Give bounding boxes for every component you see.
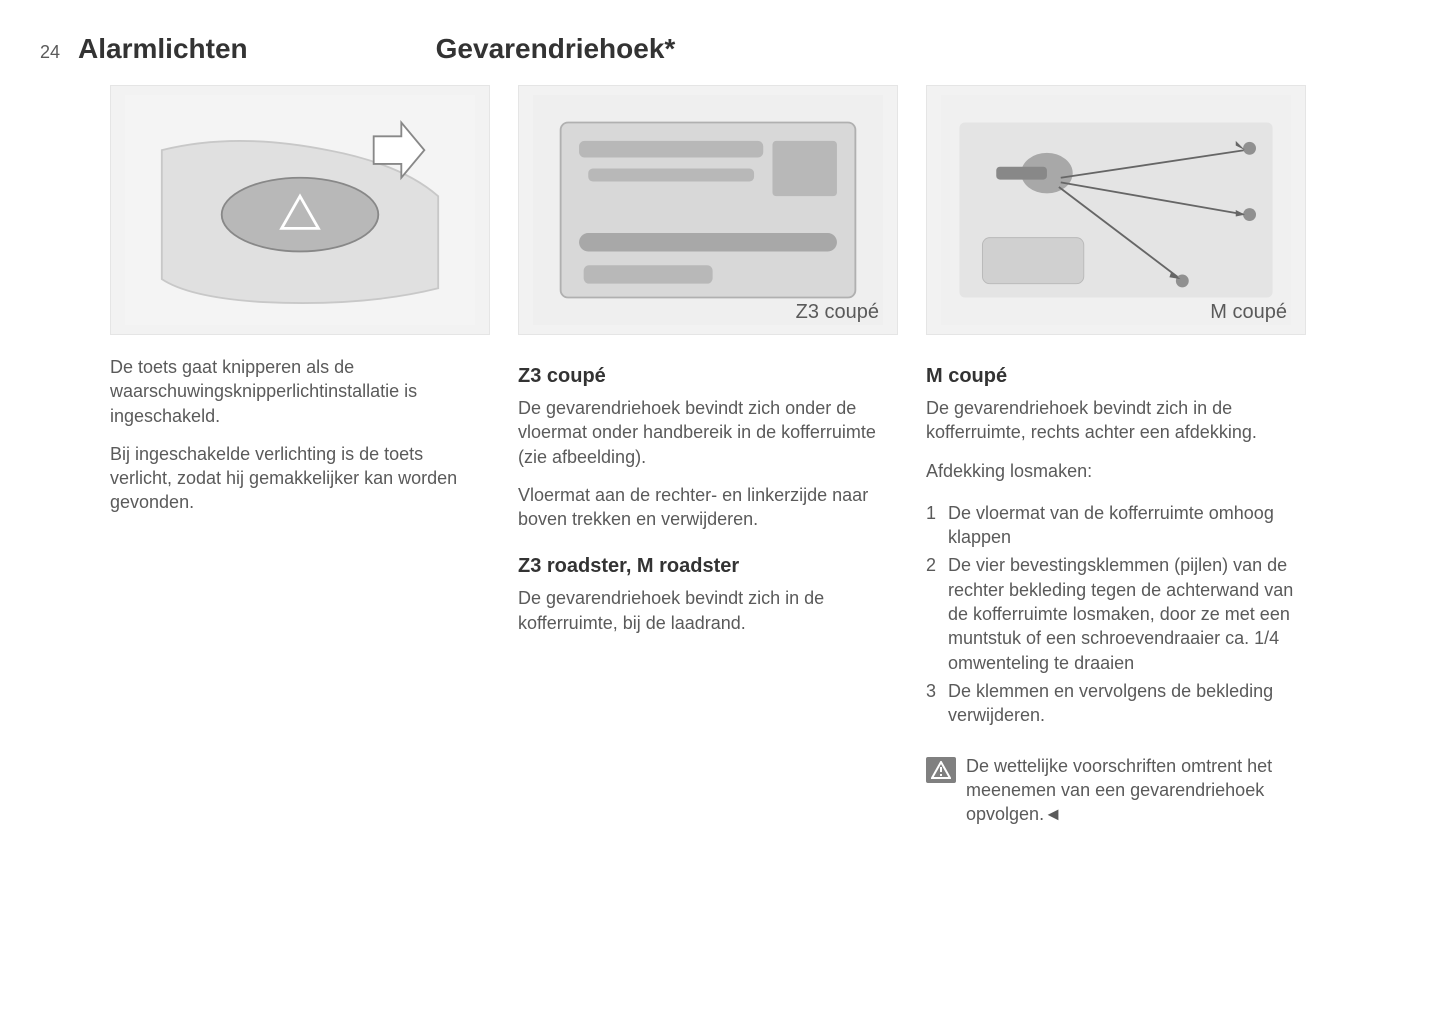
para-z3-roadster: De gevarendriehoek bevindt zich in de ko… (518, 586, 898, 635)
list-item: 1 De vloermat van de kofferruimte omhoog… (926, 501, 1306, 550)
manual-page: 24 Alarmlichten Gevarendriehoek* De toet… (0, 0, 1445, 1026)
column-2: Z3 coupé Z3 coupé De gevarendriehoek bev… (518, 85, 898, 826)
warning-triangle-icon (926, 757, 956, 783)
list-text-2: De vier bevestingsklemmen (pijlen) van d… (948, 553, 1306, 674)
warning-text: De wettelijke voorschriften omtrent het … (966, 754, 1306, 827)
subhead-z3-roadster: Z3 roadster, M roadster (518, 555, 898, 578)
subhead-z3-coupe: Z3 coupé (518, 365, 898, 388)
list-item: 2 De vier bevestingsklemmen (pijlen) van… (926, 553, 1306, 674)
content-columns: De toets gaat knipperen als de waarschuw… (110, 85, 1385, 826)
list-item: 3 De klemmen en vervolgens de bekleding … (926, 679, 1306, 728)
para-alarmlichten-2: Bij ingeschakelde verlichting is de toet… (110, 442, 490, 515)
hazard-button-illustration (125, 94, 475, 326)
para-m-coupe-2: Afdekking losmaken: (926, 459, 1306, 483)
list-text-1: De vloermat van de kofferruimte omhoog k… (948, 501, 1306, 550)
page-number: 24 (40, 30, 60, 63)
image-label-m-coupe: M coupé (1210, 301, 1287, 324)
title-alarmlichten: Alarmlichten (78, 33, 248, 65)
para-z3-coupe-1: De gevarendriehoek bevindt zich onder de… (518, 396, 898, 469)
warning-note: De wettelijke voorschriften omtrent het … (926, 754, 1306, 827)
header-row: 24 Alarmlichten Gevarendriehoek* (40, 30, 1385, 65)
subhead-m-coupe: M coupé (926, 365, 1306, 388)
column-3: M coupé M coupé De gevarendriehoek bevin… (926, 85, 1306, 826)
image-label-z3-coupe: Z3 coupé (796, 301, 879, 324)
list-num-2: 2 (926, 553, 948, 674)
list-text-3: De klemmen en vervolgens de bekleding ve… (948, 679, 1306, 728)
list-num-1: 1 (926, 501, 948, 550)
para-m-coupe-1: De gevarendriehoek bevindt zich in de ko… (926, 396, 1306, 445)
para-z3-coupe-2: Vloermat aan de rechter- en linkerzijde … (518, 483, 898, 532)
title-gevarendriehoek: Gevarendriehoek* (436, 33, 676, 65)
toolkit-illustration (533, 94, 883, 326)
list-num-3: 3 (926, 679, 948, 728)
image-m-coupe: M coupé (926, 85, 1306, 335)
image-alarmlichten (110, 85, 490, 335)
column-1: De toets gaat knipperen als de waarschuw… (110, 85, 490, 826)
instruction-list: 1 De vloermat van de kofferruimte omhoog… (926, 501, 1306, 732)
trunk-fastener-illustration (941, 94, 1291, 326)
image-z3-coupe: Z3 coupé (518, 85, 898, 335)
para-alarmlichten-1: De toets gaat knipperen als de waarschuw… (110, 355, 490, 428)
